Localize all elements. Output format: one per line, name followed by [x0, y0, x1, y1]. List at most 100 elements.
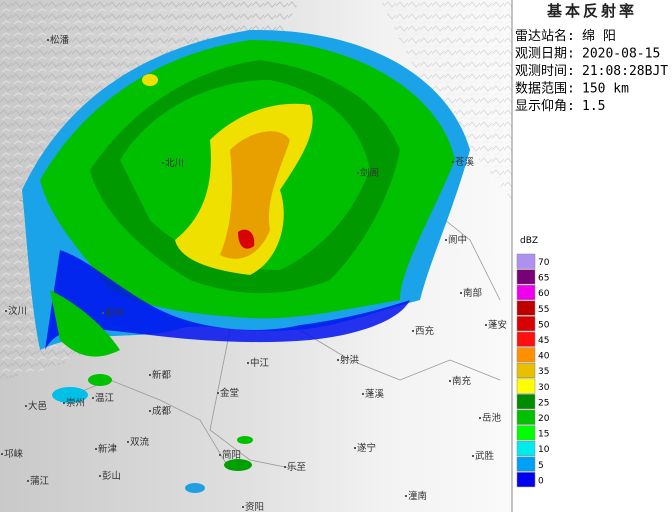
place-name: 大邑 — [28, 400, 47, 412]
info-label: 数据范围: — [515, 82, 575, 97]
place-name: 松潘 — [50, 34, 70, 46]
info-label: 观测日期: — [515, 47, 575, 62]
place-name: 南部 — [463, 287, 482, 299]
legend-swatch — [516, 331, 536, 347]
place-dot — [247, 362, 249, 364]
legend-swatch — [516, 253, 536, 269]
place-name: 岳池 — [482, 412, 502, 424]
legend-swatch — [516, 284, 536, 300]
place-dot — [405, 495, 407, 497]
info-value: 150 km — [582, 82, 629, 97]
legend-label: 55 — [538, 305, 549, 315]
place-dot — [162, 162, 164, 164]
place-dot — [354, 447, 356, 449]
legend-label: 10 — [538, 445, 550, 455]
place-name: 射洪 — [340, 354, 360, 366]
place-dot — [99, 475, 101, 477]
place-dot — [445, 239, 447, 241]
legend-label: 50 — [538, 320, 550, 330]
place-dot — [337, 359, 339, 361]
place-name: 蓬安 — [488, 319, 507, 331]
place-dot — [5, 310, 7, 312]
place-name: 遂宁 — [357, 442, 376, 454]
place-name: 资阳 — [245, 502, 264, 512]
place-name: 中江 — [250, 357, 270, 369]
place-dot — [357, 172, 359, 174]
place-name: 新都 — [152, 369, 172, 381]
place-dot — [102, 312, 104, 314]
legend-label: 25 — [538, 398, 549, 408]
legend-label: 15 — [538, 430, 549, 440]
legend-label: 35 — [538, 367, 549, 377]
info-value: 绵 阳 — [582, 29, 616, 44]
place-name: 潼南 — [408, 490, 427, 502]
place-dot — [25, 405, 27, 407]
place-dot — [449, 380, 451, 382]
place-name: 邛崃 — [4, 448, 24, 460]
info-label: 雷达站名: — [515, 28, 575, 44]
legend-swatch — [516, 269, 536, 285]
radar-echo — [22, 29, 470, 493]
place-dot — [472, 455, 474, 457]
legend-swatch — [516, 409, 536, 425]
place-name: 蓬溪 — [365, 388, 385, 400]
place-dot — [217, 392, 219, 394]
place-name: 阆中 — [448, 234, 467, 246]
place-name: 简阳 — [222, 449, 241, 461]
legend-swatch — [516, 472, 536, 488]
legend-label: 60 — [538, 289, 550, 299]
place-name: 新津 — [98, 443, 118, 455]
place-name: 崇州 — [66, 398, 85, 409]
panel-title: 基本反射率 — [546, 2, 637, 20]
place-dot — [92, 397, 94, 399]
place-dot — [284, 466, 286, 468]
info-label: 观测时间: — [515, 64, 575, 79]
info-panel — [512, 0, 672, 512]
place-dot — [1, 453, 3, 455]
legend-swatch — [516, 300, 536, 316]
legend-label: 45 — [538, 336, 549, 346]
place-name: 武胜 — [475, 450, 495, 462]
legend-unit: dBZ — [520, 236, 538, 246]
place-name: 蒲江 — [30, 475, 50, 487]
legend-swatch — [516, 440, 536, 456]
place-name: 汶川 — [8, 305, 27, 317]
place-dot — [149, 410, 151, 412]
legend-label: 70 — [538, 258, 550, 268]
legend-label: 0 — [538, 476, 544, 486]
place-dot — [27, 480, 29, 482]
legend-label: 40 — [538, 352, 550, 362]
place-name: 北川 — [165, 158, 184, 169]
place-name: 乐至 — [287, 461, 306, 473]
place-dot — [362, 393, 364, 395]
legend-swatch — [516, 316, 536, 332]
legend-label: 65 — [538, 274, 549, 284]
info-value: 21:08:28BJT — [582, 64, 668, 79]
place-dot — [412, 330, 414, 332]
legend-label: 20 — [538, 414, 550, 424]
place-name: 金堂 — [220, 387, 239, 399]
place-name: 南充 — [452, 375, 472, 387]
place-dot — [47, 39, 49, 41]
place-name: 彭州 — [105, 307, 124, 319]
place-name: 苍溪 — [455, 156, 475, 168]
place-dot — [219, 454, 221, 456]
info-value: 2020-08-15 — [582, 47, 660, 62]
place-dot — [63, 402, 65, 404]
place-name: 双流 — [130, 436, 150, 448]
place-dot — [485, 324, 487, 326]
place-name: 剑阁 — [360, 167, 379, 179]
place-name: 西充 — [415, 325, 435, 337]
legend-label: 30 — [538, 383, 550, 393]
place-dot — [95, 448, 97, 450]
place-name: 彭山 — [102, 470, 121, 482]
place-dot — [242, 506, 244, 508]
place-name: 成都 — [152, 405, 172, 417]
legend-swatch — [516, 425, 536, 441]
info-label: 显示仰角: — [515, 99, 575, 114]
place-dot — [127, 441, 129, 443]
legend-swatch — [516, 394, 536, 410]
legend-swatch — [516, 347, 536, 363]
place-dot — [149, 374, 151, 376]
